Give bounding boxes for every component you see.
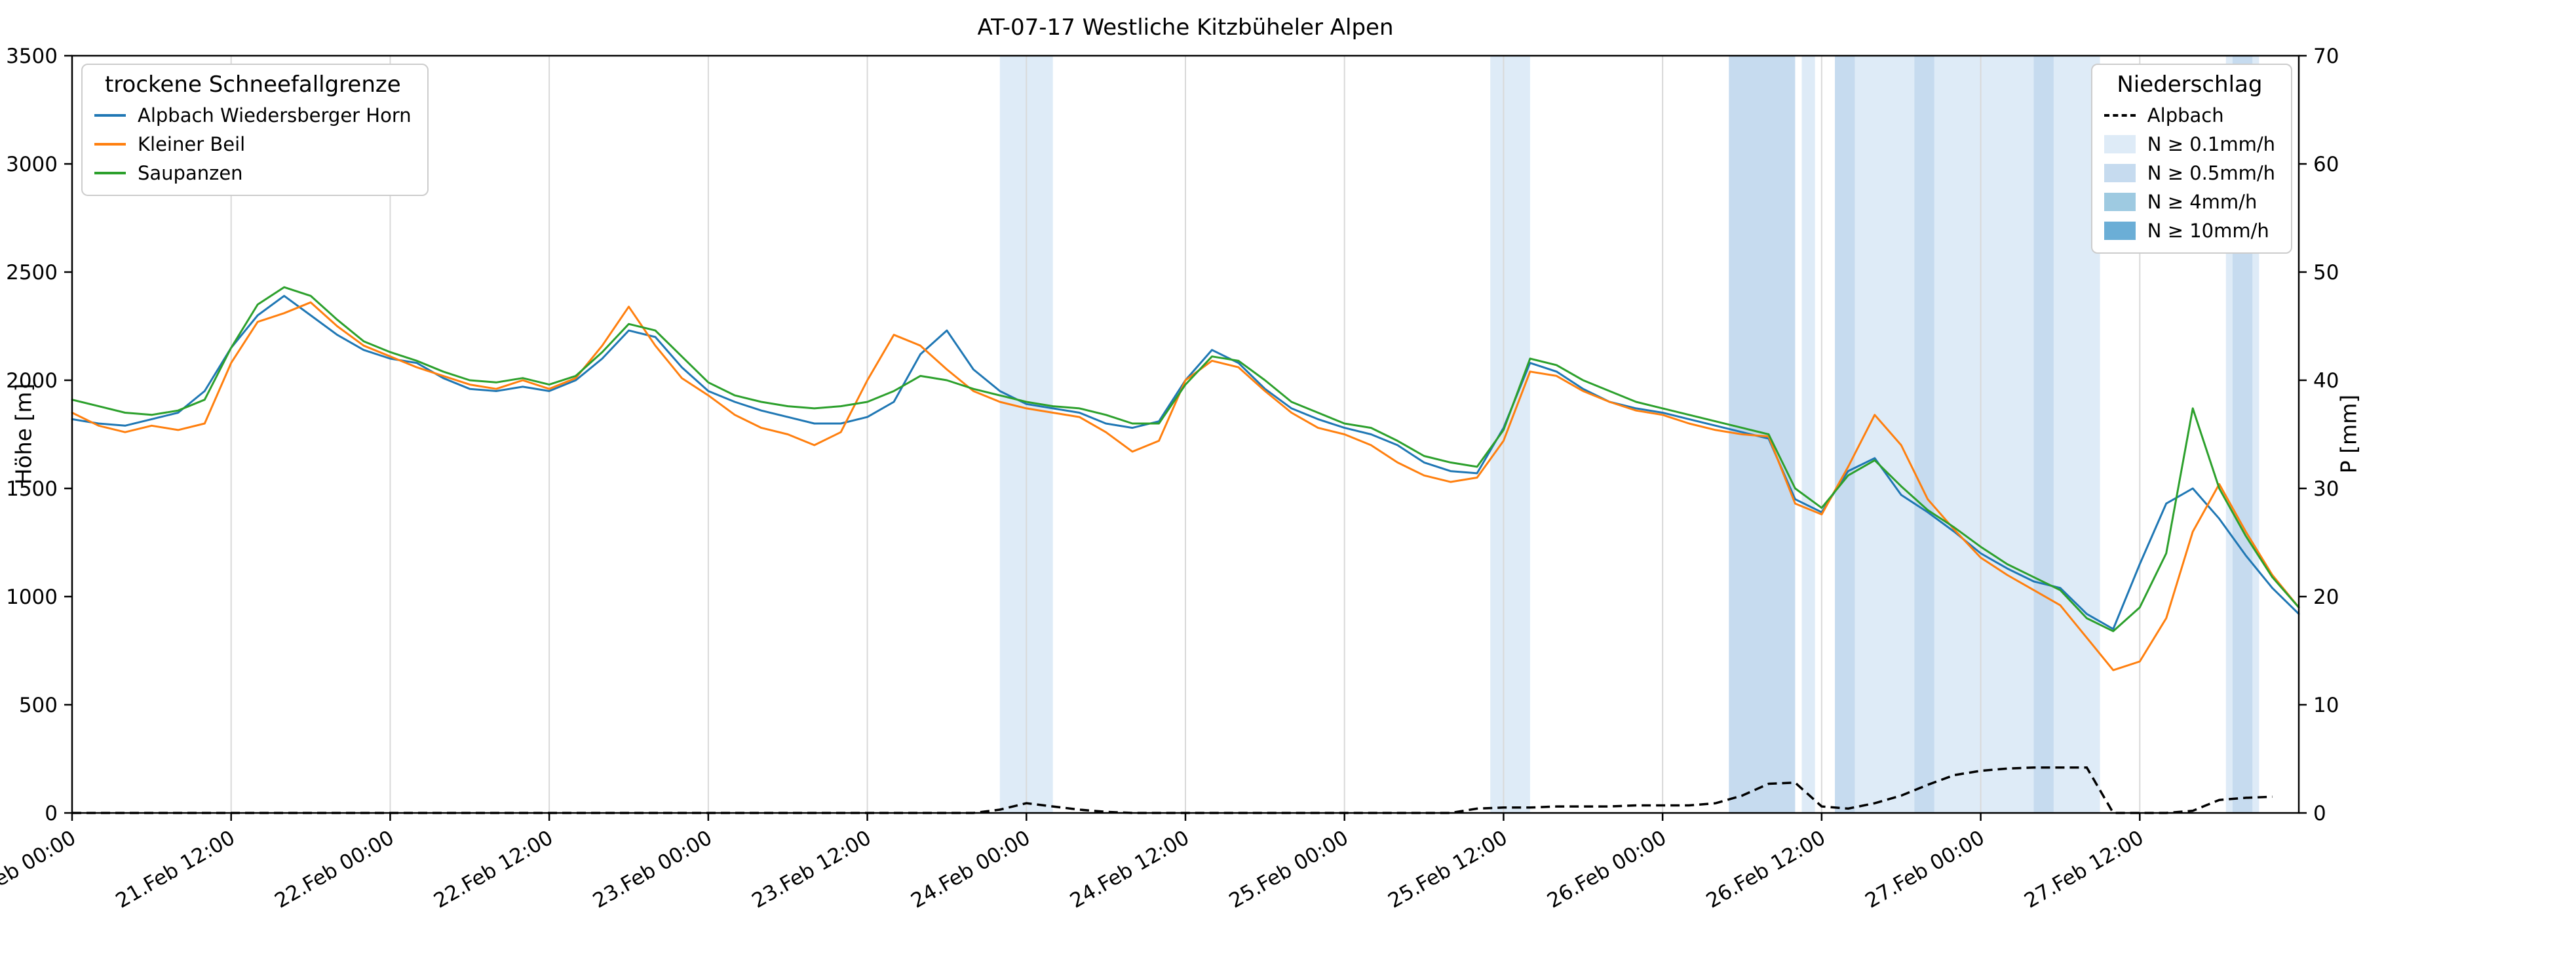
dashed-line-swatch	[2104, 114, 2136, 117]
x-tick-label: 21.Feb 12:00	[112, 826, 239, 913]
x-tick-label: 23.Feb 12:00	[748, 826, 875, 913]
y-tick-label-left: 3500	[6, 45, 58, 68]
legend-item-n01: N ≥ 0.1mm/h	[2104, 133, 2275, 155]
y-tick-label-left: 0	[45, 802, 58, 825]
legend-label: N ≥ 4mm/h	[2147, 191, 2258, 213]
precip-band	[1490, 56, 1530, 813]
y-axis-right-ticks: 0 10 20 30 40 50 60 70	[2299, 45, 2339, 825]
legend-item-n05: N ≥ 0.5mm/h	[2104, 162, 2275, 184]
line-swatch-orange	[94, 143, 126, 146]
x-tick-label: 26.Feb 12:00	[1702, 826, 1830, 913]
y-tick-label-left: 2000	[6, 369, 58, 393]
precip-bands	[999, 56, 2259, 813]
y-axis-left-ticks: 0 500 1000 1500 2000 2500 3000 3500	[6, 45, 72, 825]
x-tick-label: 23.Feb 00:00	[589, 826, 716, 913]
x-tick-label: 24.Feb 12:00	[1066, 826, 1193, 913]
x-tick-label: 22.Feb 12:00	[430, 826, 557, 913]
legend-label: Saupanzen	[138, 162, 243, 184]
y-tick-label-left: 3000	[6, 153, 58, 176]
precip-band	[2033, 56, 2054, 813]
legend-label: N ≥ 10mm/h	[2147, 220, 2269, 242]
y-tick-label-right: 70	[2313, 45, 2339, 68]
precip-band	[1914, 56, 1934, 813]
line-swatch-green	[94, 172, 126, 174]
y-tick-label-right: 20	[2313, 585, 2339, 609]
y-tick-label-right: 40	[2313, 369, 2339, 393]
y-tick-label-left: 1000	[6, 585, 58, 609]
legend-precip-title: Niederschlag	[2117, 71, 2263, 98]
legend-item-n10: N ≥ 10mm/h	[2104, 220, 2275, 242]
band-swatch-n10	[2104, 222, 2136, 240]
legend-label: Kleiner Beil	[138, 133, 246, 155]
x-tick-label: 27.Feb 00:00	[1861, 826, 1988, 913]
y-tick-label-right: 0	[2313, 802, 2326, 825]
legend-label: Alpbach	[2147, 104, 2224, 127]
legend-label: Alpbach Wiedersberger Horn	[138, 104, 412, 127]
y-tick-label-right: 30	[2313, 477, 2339, 501]
legend-item-kleiner-beil: Kleiner Beil	[94, 133, 412, 155]
band-swatch-n4	[2104, 193, 2136, 211]
line-swatch-blue	[94, 114, 126, 117]
x-tick-label: 26.Feb 00:00	[1543, 826, 1670, 913]
legend-precip: Niederschlag Alpbach N ≥ 0.1mm/h N ≥ 0.5…	[2090, 64, 2292, 254]
x-tick-label: 25.Feb 00:00	[1225, 826, 1353, 913]
band-swatch-n01	[2104, 135, 2136, 153]
x-tick-label: 27.Feb 12:00	[2020, 826, 2147, 913]
x-axis-ticks: 21.Feb 00:00 21.Feb 12:00 22.Feb 00:00 22.F…	[0, 813, 2147, 913]
y-tick-label-left: 500	[19, 694, 58, 717]
x-tick-label: 24.Feb 00:00	[907, 826, 1034, 913]
precip-band	[1835, 56, 2100, 813]
legend-item-alpbach-precip: Alpbach	[2104, 104, 2275, 127]
legend-snowline: trockene Schneefallgrenze Alpbach Wieder…	[81, 64, 429, 196]
legend-item-n4: N ≥ 4mm/h	[2104, 191, 2275, 213]
y-tick-label-right: 60	[2313, 153, 2339, 176]
y-tick-label-left: 1500	[6, 477, 58, 501]
x-tick-label: 22.Feb 00:00	[271, 826, 398, 913]
band-swatch-n05	[2104, 164, 2136, 182]
y-tick-label-left: 2500	[6, 261, 58, 285]
legend-item-saupanzen: Saupanzen	[94, 162, 412, 184]
legend-label: N ≥ 0.1mm/h	[2147, 133, 2275, 155]
precip-band	[1835, 56, 1855, 813]
y-tick-label-right: 50	[2313, 261, 2339, 285]
series-line-1	[71, 301, 2300, 671]
precip-band	[1801, 56, 1815, 813]
x-tick-label: 25.Feb 12:00	[1384, 826, 1511, 913]
chart-title: AT-07-17 Westliche Kitzbüheler Alpen	[977, 14, 1394, 41]
legend-item-alpbach-wiedersberger-horn: Alpbach Wiedersberger Horn	[94, 104, 412, 127]
series-line-2	[71, 286, 2300, 633]
x-tick-label: 21.Feb 00:00	[0, 826, 80, 913]
legend-label: N ≥ 0.5mm/h	[2147, 162, 2275, 184]
legend-snowline-title: trockene Schneefallgrenze	[104, 71, 401, 98]
y-tick-label-right: 10	[2313, 694, 2339, 717]
